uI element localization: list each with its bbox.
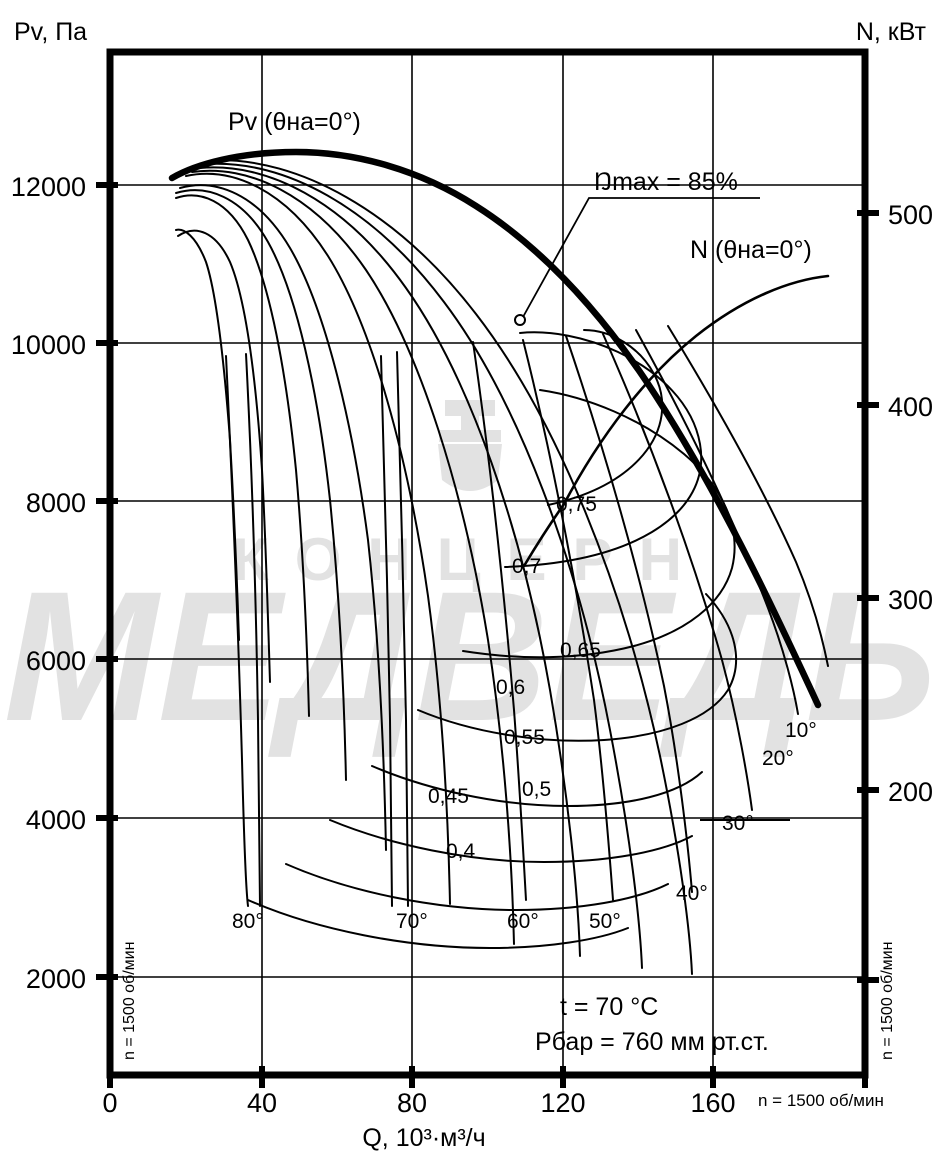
blade-curve-50 <box>522 339 614 901</box>
n-power-curve <box>562 274 830 506</box>
eta-label-0-5: 0,5 <box>522 778 551 801</box>
ytick-left-1: 10000 <box>11 330 86 360</box>
angle-label-60: 60° <box>507 910 539 933</box>
eta-label-0-4: 0,4 <box>446 840 476 863</box>
rpm-note-left: n = 1500 об/мин <box>121 942 138 1060</box>
eta-max-leader-line <box>522 197 760 318</box>
pv-curve-40 <box>191 169 515 945</box>
pv-angle-curves <box>175 158 693 975</box>
ytick-right-3: 200 <box>888 777 933 807</box>
efficiency-contour-labels: 0,75 0,7 0,65 0,6 0,55 0,5 0,45 0,4 <box>428 493 601 863</box>
eta-max-marker <box>514 314 526 326</box>
angle-label-30: 30° <box>722 812 754 835</box>
watermark: КОНЦЕРН МЕДВЕДЬ <box>4 400 937 760</box>
right-tick-labels: 500 400 300 200 <box>888 200 933 807</box>
watermark-emblem <box>438 400 502 491</box>
plot-frame <box>106 48 869 1079</box>
right-axis-ticks <box>857 210 879 983</box>
eta-contour-0-7 <box>504 331 703 568</box>
eta-label-0-75: 0,75 <box>556 493 597 516</box>
pressure-note: Рбар = 760 мм рт.ст. <box>535 1028 769 1056</box>
pv-curve-30 <box>199 166 581 957</box>
eta-label-0-45: 0,45 <box>428 785 469 808</box>
left-axis-ticks <box>96 182 118 980</box>
eta-contour-0-45 <box>285 863 669 912</box>
temperature-note: t = 70 °C <box>560 993 658 1021</box>
grid-lines <box>110 52 865 1075</box>
angle-label-80: 80° <box>232 910 264 933</box>
ytick-left-3: 6000 <box>26 646 86 676</box>
pv-curve-label: Pv (θна=0°) <box>228 108 361 136</box>
watermark-brand: КОНЦЕРН <box>232 526 708 593</box>
pv-curve-20 <box>207 162 643 969</box>
plot-border <box>106 48 869 1079</box>
bottom-tick-labels: 0 40 80 120 160 <box>102 1088 735 1118</box>
right-axis-title: N, кВт <box>856 18 927 46</box>
ytick-left-0: 12000 <box>11 172 86 202</box>
ytick-left-5: 2000 <box>26 964 86 994</box>
angle-label-20: 20° <box>762 747 794 770</box>
pv-curve-65 <box>175 189 347 781</box>
blade-curve-10 <box>667 325 829 667</box>
bottom-axis-title: Q, 10³·м³/ч <box>362 1124 485 1152</box>
angle-label-50: 50° <box>589 910 621 933</box>
blade-curve-40 <box>565 335 693 893</box>
pv-envelope-curve <box>168 148 822 709</box>
eta-contour-0-6 <box>417 593 738 742</box>
xtick-2: 80 <box>397 1088 427 1118</box>
eta-label-0-55: 0,55 <box>504 726 545 749</box>
blade-angle-labels: 10° 20° 30° 40° 50° 60° 70° 80° <box>232 719 817 933</box>
n-power-curve-tail <box>522 502 566 568</box>
rpm-note-right: n = 1500 об/мин <box>879 942 896 1060</box>
pv-curve-80 <box>175 228 240 641</box>
bottom-axis-ticks <box>107 1066 868 1088</box>
ytick-right-0: 500 <box>888 200 933 230</box>
watermark-name: МЕДВЕДЬ <box>4 554 937 760</box>
pv-curve-10 <box>213 158 693 975</box>
angle-label-10: 10° <box>785 719 817 742</box>
xtick-1: 40 <box>247 1088 277 1118</box>
xtick-0: 0 <box>102 1088 117 1118</box>
n-curve-label: N (θна=0°) <box>690 236 812 264</box>
ytick-right-1: 400 <box>888 392 933 422</box>
pv-curve-70 <box>175 194 310 717</box>
blade-curve-60 <box>472 341 527 901</box>
blade-curve-30 <box>602 333 753 811</box>
ytick-left-2: 8000 <box>26 488 86 518</box>
eta-label-0-65: 0,65 <box>560 639 601 662</box>
blade-curve-70b <box>380 355 393 907</box>
left-tick-labels: 12000 10000 8000 6000 4000 2000 <box>11 172 86 994</box>
eta-contour-0-75 <box>547 329 664 506</box>
ytick-left-4: 4000 <box>26 805 86 835</box>
xtick-4: 160 <box>690 1088 735 1118</box>
blade-curve-80b <box>245 353 261 907</box>
eta-label-0-6: 0,6 <box>496 676 525 699</box>
eta-max-leader <box>514 197 760 326</box>
angle-label-40: 40° <box>676 882 708 905</box>
angle-label-70: 70° <box>396 910 428 933</box>
pv-curve-75 <box>177 229 271 683</box>
pv-curve-50 <box>185 172 451 905</box>
pv-curve-60 <box>179 184 387 851</box>
eta-contour-0-4 <box>247 899 629 950</box>
xtick-3: 120 <box>540 1088 585 1118</box>
eta-label-0-7: 0,7 <box>512 555 541 578</box>
eta-max-label: Ŋmax = 85% <box>594 168 738 196</box>
left-axis-title: Pv, Па <box>14 18 87 46</box>
ytick-right-2: 300 <box>888 585 933 615</box>
rpm-note-bottom: n = 1500 об/мин <box>758 1091 884 1110</box>
